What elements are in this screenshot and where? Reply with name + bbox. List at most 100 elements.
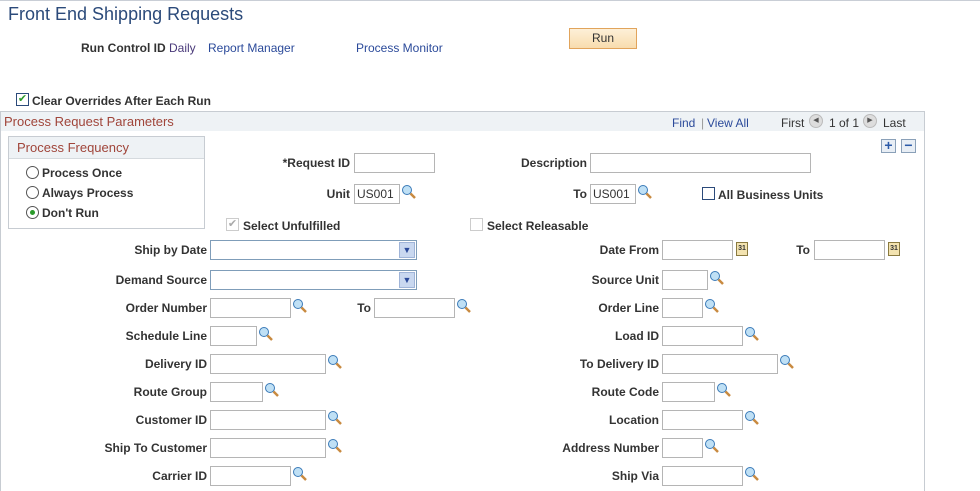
radio-always-process[interactable] — [26, 186, 39, 199]
lookup-icon[interactable] — [258, 326, 274, 342]
ship-by-date-label: Ship by Date — [134, 243, 207, 257]
load-id-label: Load ID — [615, 329, 659, 343]
load-id-input[interactable] — [662, 326, 743, 346]
demand-source-dropdown[interactable]: ▼ — [210, 270, 417, 290]
lookup-icon[interactable] — [744, 326, 760, 342]
ship-by-date-dropdown[interactable]: ▼ — [210, 240, 417, 260]
date-from-input[interactable] — [662, 240, 733, 260]
address-number-input[interactable] — [662, 438, 703, 458]
lookup-icon[interactable] — [779, 354, 795, 370]
order-line-input[interactable] — [662, 298, 703, 318]
route-group-label: Route Group — [133, 385, 207, 399]
view-all-link[interactable]: View All — [707, 116, 749, 130]
order-number-label: Order Number — [125, 301, 207, 315]
lookup-icon[interactable] — [709, 270, 725, 286]
lookup-icon[interactable] — [744, 466, 760, 482]
ship-to-customer-input[interactable] — [210, 438, 326, 458]
lookup-icon[interactable] — [292, 466, 308, 482]
date-to-input[interactable] — [814, 240, 885, 260]
radio-label: Process Once — [42, 166, 123, 180]
process-monitor-link[interactable]: Process Monitor — [356, 41, 443, 55]
first-label: First — [781, 116, 805, 130]
next-icon[interactable]: ▶ — [863, 114, 877, 128]
top-divider — [0, 0, 980, 1]
unit-lookup-icon[interactable] — [401, 184, 417, 200]
carrier-id-input[interactable] — [210, 466, 291, 486]
delivery-id-input[interactable] — [210, 354, 326, 374]
lookup-icon[interactable] — [744, 410, 760, 426]
radio-process-once[interactable] — [26, 166, 39, 179]
run-control-value: Daily — [169, 41, 196, 55]
route-code-label: Route Code — [591, 385, 659, 399]
request-id-label: *Request ID — [282, 156, 350, 170]
to-delivery-id-input[interactable] — [662, 354, 778, 374]
unit-to-label: To — [573, 187, 587, 201]
delete-row-button[interactable]: − — [901, 138, 916, 153]
lookup-icon[interactable] — [327, 438, 343, 454]
radio-label: Don't Run — [42, 206, 99, 220]
schedule-line-input[interactable] — [210, 326, 257, 346]
schedule-line-label: Schedule Line — [125, 329, 207, 343]
lookup-icon[interactable] — [456, 298, 472, 314]
unit-to-lookup-icon[interactable] — [637, 184, 653, 200]
all-business-units-label: All Business Units — [718, 188, 824, 202]
radio-dont-run[interactable] — [26, 206, 39, 219]
route-code-input[interactable] — [662, 382, 715, 402]
nav-separator: | — [701, 116, 705, 130]
panel-title: Process Request Parameters — [4, 114, 174, 129]
description-input[interactable] — [590, 153, 811, 173]
select-unfulfilled-checkbox[interactable]: ✔ — [226, 218, 239, 231]
add-row-button[interactable]: + — [881, 138, 896, 153]
to-delivery-id-label: To Delivery ID — [579, 357, 659, 371]
lookup-icon[interactable] — [292, 298, 308, 314]
select-releasable-label: Select Releasable — [487, 219, 589, 233]
clear-overrides-checkbox[interactable]: ✔ — [16, 93, 29, 106]
lookup-icon[interactable] — [327, 354, 343, 370]
page-title: Front End Shipping Requests — [8, 4, 244, 24]
find-link[interactable]: Find — [672, 116, 696, 130]
run-button[interactable]: Run — [569, 28, 637, 49]
customer-id-label: Customer ID — [135, 413, 207, 427]
order-number-to-label: To — [357, 301, 371, 315]
calendar-icon[interactable]: 31 — [888, 242, 900, 256]
process-frequency-group: Process Frequency Process Once Always Pr… — [8, 136, 205, 229]
request-id-input[interactable] — [354, 153, 435, 173]
chevron-down-icon: ▼ — [399, 242, 415, 258]
date-to-label: To — [796, 243, 810, 257]
carrier-id-label: Carrier ID — [152, 469, 207, 483]
lookup-icon[interactable] — [716, 382, 732, 398]
previous-icon[interactable]: ◀ — [809, 114, 823, 128]
unit-input[interactable] — [354, 184, 400, 204]
select-releasable-checkbox[interactable] — [470, 218, 483, 231]
panel-header — [1, 112, 924, 131]
process-frequency-title: Process Frequency — [9, 137, 204, 159]
ship-via-input[interactable] — [662, 466, 743, 486]
all-business-units-checkbox[interactable] — [702, 187, 715, 200]
ship-via-label: Ship Via — [611, 469, 659, 483]
lookup-icon[interactable] — [704, 438, 720, 454]
demand-source-label: Demand Source — [115, 273, 207, 287]
chevron-down-icon: ▼ — [399, 272, 415, 288]
address-number-label: Address Number — [562, 441, 659, 455]
ship-to-customer-label: Ship To Customer — [104, 441, 207, 455]
page-count: 1 of 1 — [829, 116, 860, 130]
source-unit-input[interactable] — [662, 270, 708, 290]
unit-label: Unit — [326, 187, 350, 201]
order-number-to-input[interactable] — [374, 298, 455, 318]
select-unfulfilled-label: Select Unfulfilled — [243, 219, 341, 233]
report-manager-link[interactable]: Report Manager — [208, 41, 295, 55]
route-group-input[interactable] — [210, 382, 263, 402]
calendar-icon[interactable]: 31 — [736, 242, 748, 256]
lookup-icon[interactable] — [327, 410, 343, 426]
date-from-label: Date From — [599, 243, 659, 257]
delivery-id-label: Delivery ID — [144, 357, 207, 371]
lookup-icon[interactable] — [264, 382, 280, 398]
lookup-icon[interactable] — [704, 298, 720, 314]
last-label: Last — [883, 116, 906, 130]
location-input[interactable] — [662, 410, 743, 430]
customer-id-input[interactable] — [210, 410, 326, 430]
description-label: Description — [520, 156, 587, 170]
clear-overrides-label: Clear Overrides After Each Run — [32, 94, 211, 108]
unit-to-input[interactable] — [590, 184, 636, 204]
order-number-input[interactable] — [210, 298, 291, 318]
